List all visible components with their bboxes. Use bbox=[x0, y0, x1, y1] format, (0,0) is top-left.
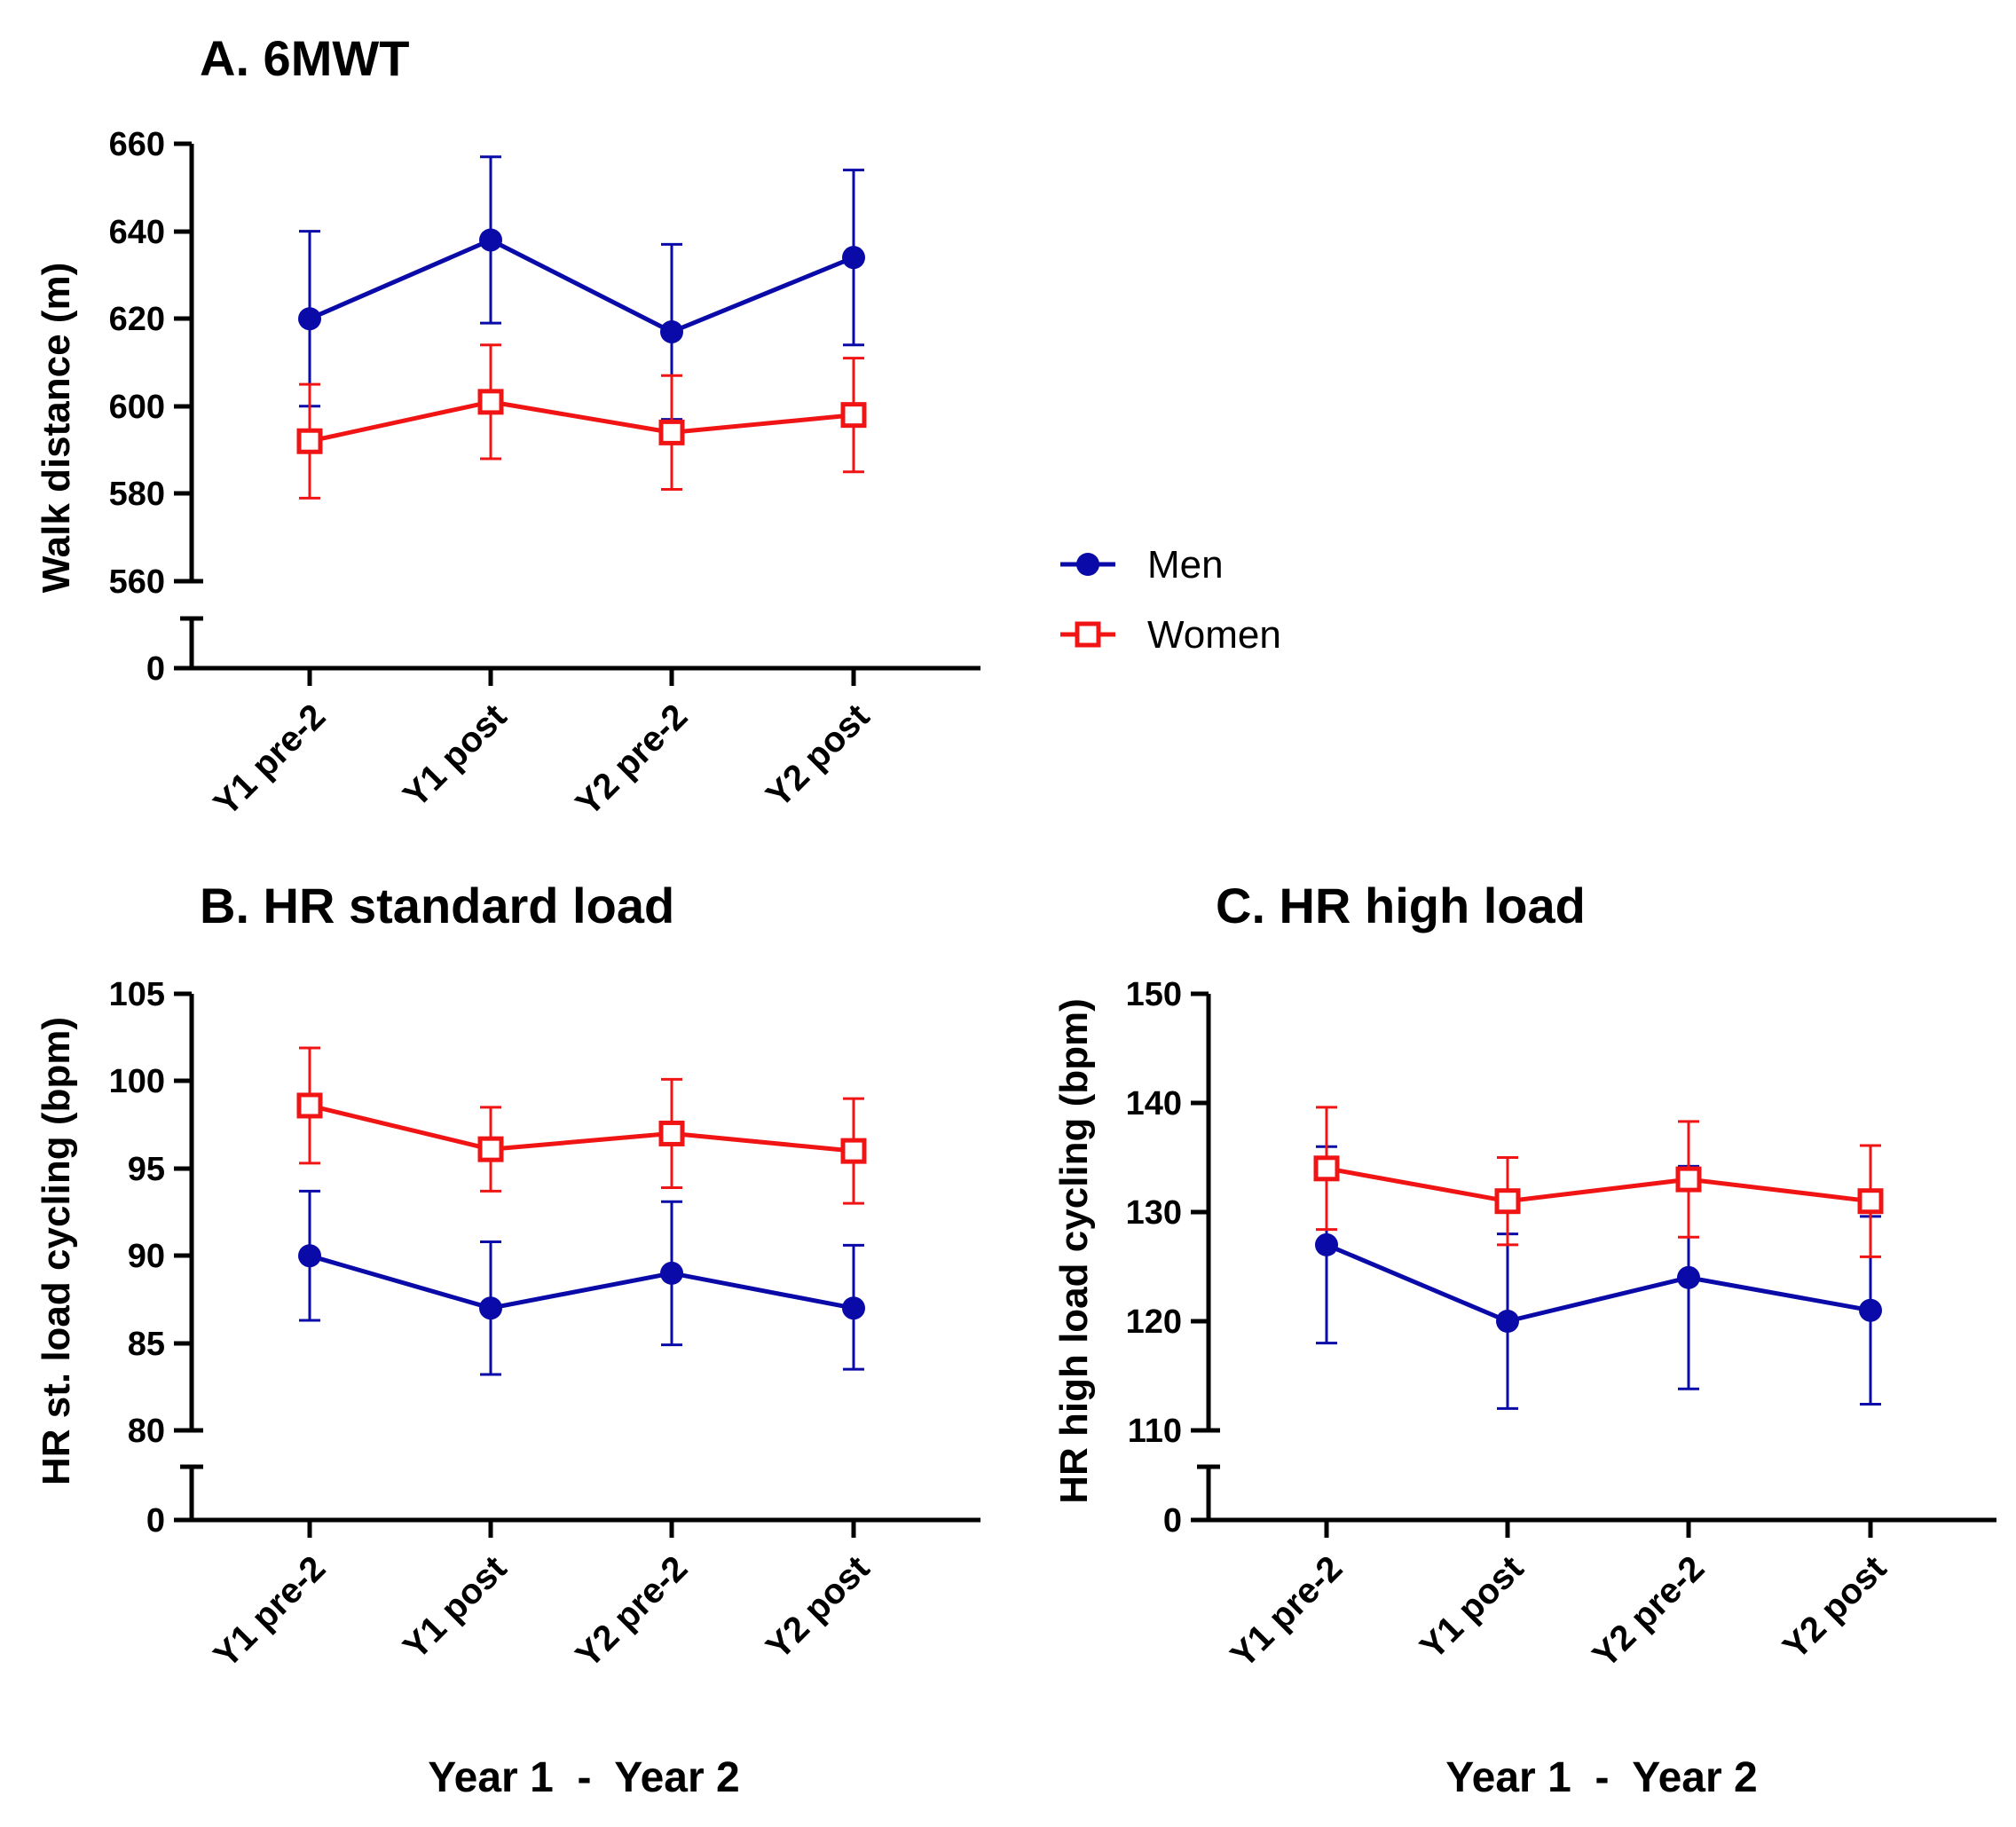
panel-c-axes bbox=[1191, 991, 1996, 1538]
panel-a-women-point bbox=[477, 389, 504, 415]
panel-b-y-tick-label-zero: 0 bbox=[146, 1502, 165, 1540]
panel-a-women-point bbox=[840, 402, 867, 429]
legend-item-women: Women bbox=[1060, 613, 1281, 657]
legend: Men Women bbox=[1060, 543, 1281, 657]
panel-b-y-tick-label: 90 bbox=[128, 1238, 165, 1275]
panel-b-women-point bbox=[477, 1136, 504, 1162]
panel-b-women-point bbox=[296, 1092, 323, 1119]
panel-a-y-tick-labels: 660 640 620 600 580 560 0 bbox=[109, 126, 165, 688]
panel-c-y-tick-label-zero: 0 bbox=[1163, 1502, 1182, 1540]
panel-c-y-tick-label: 150 bbox=[1126, 976, 1182, 1013]
panel-b-y-tick-labels: 105 100 95 90 85 80 0 bbox=[109, 976, 165, 1540]
panel-b-y-tick-label: 100 bbox=[109, 1063, 165, 1100]
panel-a-x-tick-label: Y1 post bbox=[396, 697, 514, 815]
panel-b-women-series-line bbox=[309, 1103, 854, 1154]
panel-a-y-axis-label: Walk distance (m) bbox=[35, 263, 78, 593]
panel-a-y-tick-label: 580 bbox=[109, 476, 165, 513]
panel-c-x-tick-label: Y2 post bbox=[1776, 1548, 1894, 1666]
panel-b: B. HR standard load HR st. load cycling … bbox=[35, 878, 980, 1801]
panel-c-y-tick-label: 110 bbox=[1128, 1413, 1182, 1450]
panel-b-x-tick-label: Y1 post bbox=[396, 1548, 514, 1666]
panel-b-men-series-line bbox=[309, 1253, 854, 1311]
panel-c-y-tick-label: 120 bbox=[1126, 1303, 1182, 1341]
panel-a-men-point bbox=[660, 319, 683, 343]
panel-a-y-tick-label: 660 bbox=[109, 126, 165, 163]
panel-a-y-tick-label: 640 bbox=[109, 214, 165, 251]
panel-c-men-point bbox=[1677, 1265, 1700, 1289]
panel-a-men-point bbox=[479, 228, 502, 252]
panel-c-x-axis-label: Year 1 - Year 2 bbox=[1445, 1754, 1757, 1801]
panel-b-women-point bbox=[840, 1138, 867, 1164]
panel-c-women-series-line bbox=[1326, 1166, 1871, 1204]
panel-a-x-tick-labels: Y1 pre-2 Y1 post Y2 pre-2 Y2 post bbox=[207, 697, 878, 823]
panel-b-x-tick-labels: Y1 pre-2 Y1 post Y2 pre-2 Y2 post bbox=[207, 1548, 878, 1675]
panel-c-women-point bbox=[1857, 1188, 1884, 1215]
panel-a-men-point bbox=[842, 246, 865, 270]
panel-c-women-point bbox=[1494, 1188, 1521, 1215]
panel-c-y-axis-label: HR high load cycling (bpm) bbox=[1052, 998, 1096, 1504]
panel-b-women-point bbox=[658, 1120, 685, 1146]
panel-b-x-tick-label: Y2 pre-2 bbox=[569, 1548, 696, 1675]
panel-c-men-point bbox=[1859, 1298, 1882, 1322]
panel-a-women-point bbox=[658, 419, 685, 445]
panel-c-x-tick-label: Y1 post bbox=[1413, 1548, 1531, 1666]
panel-a-women-point bbox=[296, 428, 323, 454]
panel-a-y-tick-label-zero: 0 bbox=[146, 650, 165, 688]
panel-b-y-tick-label: 85 bbox=[128, 1326, 165, 1363]
panel-b-men-point bbox=[479, 1296, 502, 1320]
panel-a-men-point bbox=[298, 307, 321, 331]
panel-b-y-tick-label: 95 bbox=[128, 1151, 165, 1188]
panel-c-title: C. HR high load bbox=[1216, 878, 1586, 933]
panel-b-plot-area bbox=[296, 1046, 867, 1376]
panel-a-plot-area bbox=[296, 155, 867, 500]
panel-b-x-tick-label: Y1 pre-2 bbox=[207, 1548, 334, 1675]
panel-a-men-series-line bbox=[309, 238, 854, 335]
panel-a-x-tick-label: Y2 post bbox=[759, 697, 877, 815]
legend-women-marker bbox=[1075, 621, 1101, 648]
panel-c-y-tick-labels: 150 140 130 120 110 0 bbox=[1126, 976, 1182, 1540]
panel-a-axes bbox=[174, 141, 980, 686]
panel-c-y-tick-label: 140 bbox=[1126, 1085, 1182, 1122]
legend-item-men: Men bbox=[1060, 543, 1224, 587]
legend-men-label: Men bbox=[1147, 543, 1224, 587]
panel-b-x-axis-label: Year 1 - Year 2 bbox=[428, 1754, 739, 1801]
panel-a-y-tick-label: 620 bbox=[109, 301, 165, 338]
panel-b-y-tick-label: 105 bbox=[109, 976, 165, 1013]
panel-a-title: A. 6MWT bbox=[200, 30, 409, 86]
panel-c-plot-area bbox=[1313, 1106, 1884, 1410]
panel-c-women-point bbox=[1675, 1166, 1702, 1193]
panel-c-men-point bbox=[1496, 1310, 1519, 1333]
panel-c-women-point bbox=[1313, 1155, 1340, 1182]
panel-b-x-tick-label: Y2 post bbox=[759, 1548, 877, 1666]
legend-men-marker bbox=[1076, 553, 1099, 576]
panel-a-women-series-line bbox=[309, 399, 854, 444]
panel-c: C. HR high load HR high load cycling (bp… bbox=[1052, 878, 1996, 1801]
panel-b-y-tick-label: 80 bbox=[128, 1413, 165, 1450]
panel-c-x-tick-labels: Y1 pre-2 Y1 post Y2 pre-2 Y2 post bbox=[1224, 1548, 1894, 1675]
panel-b-title: B. HR standard load bbox=[200, 878, 674, 933]
panel-b-men-point bbox=[298, 1244, 321, 1268]
panel-b-axes bbox=[174, 991, 980, 1538]
panel-a-x-tick-label: Y1 pre-2 bbox=[207, 697, 334, 823]
panel-b-men-point bbox=[842, 1296, 865, 1320]
panel-c-y-tick-label: 130 bbox=[1126, 1194, 1182, 1232]
panel-b-men-point bbox=[660, 1261, 683, 1285]
panel-a-x-tick-label: Y2 pre-2 bbox=[569, 697, 696, 823]
panel-a-y-tick-label: 600 bbox=[109, 389, 165, 426]
panel-c-x-tick-label: Y2 pre-2 bbox=[1586, 1548, 1713, 1675]
panel-c-men-series-line bbox=[1326, 1242, 1871, 1324]
legend-women-label: Women bbox=[1147, 613, 1281, 657]
panel-c-x-tick-label: Y1 pre-2 bbox=[1224, 1548, 1351, 1675]
panel-a: A. 6MWT Walk distance (m) 660 640 620 60… bbox=[35, 30, 980, 823]
panel-a-y-tick-label: 560 bbox=[109, 563, 165, 601]
panel-c-men-point bbox=[1315, 1232, 1338, 1256]
panel-b-y-axis-label: HR st. load cycling (bpm) bbox=[35, 1017, 78, 1485]
